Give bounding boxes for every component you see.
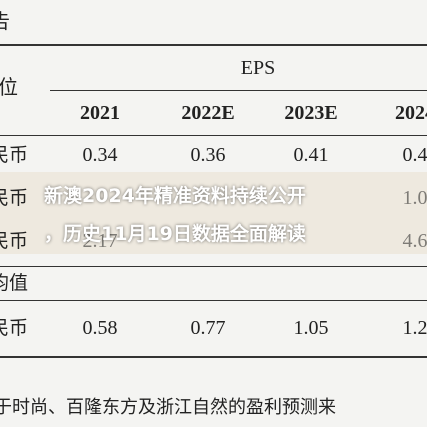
header-rule: [0, 135, 427, 136]
row-label: 民币: [0, 144, 29, 166]
column-group: EPS: [240, 57, 276, 79]
overlay-text: ，历史11月19日数据全面解读: [44, 223, 306, 245]
unit-label: 位: [0, 77, 18, 99]
row-label: 均值: [0, 272, 29, 294]
cell: 1.0: [402, 187, 427, 209]
cell: 0.4: [402, 144, 427, 166]
cell: 0.58: [82, 317, 118, 339]
column-header: 2023E: [284, 102, 338, 124]
cell: 0.41: [293, 144, 329, 166]
cell: 0.34: [82, 144, 118, 166]
section-rule: [0, 266, 427, 267]
cell: 1.05: [293, 317, 329, 339]
cell: 0.77: [190, 317, 226, 339]
column-header: 2024: [395, 102, 427, 124]
row-label: 民币: [0, 187, 29, 209]
footnote: 于时尚、百隆东方及浙江自然的盈利预测来: [0, 397, 336, 418]
bottom-rule: [0, 356, 427, 358]
row-label: 民币: [0, 317, 29, 339]
cell: 0.36: [190, 144, 226, 166]
column-header: 2021: [80, 102, 120, 124]
top-rule: [0, 44, 427, 46]
cell: 2.17: [82, 230, 118, 252]
title: 告: [0, 10, 10, 34]
row-label: 民币: [0, 230, 29, 252]
section-rule: [0, 300, 427, 301]
cell: 4.6: [402, 230, 427, 252]
group-rule: [50, 90, 427, 91]
overlay-text: 新澳2024年精准资料持续公开: [44, 185, 306, 207]
column-header: 2022E: [181, 102, 235, 124]
cell: 1.2: [402, 317, 427, 339]
overlay-banner: [0, 172, 427, 254]
